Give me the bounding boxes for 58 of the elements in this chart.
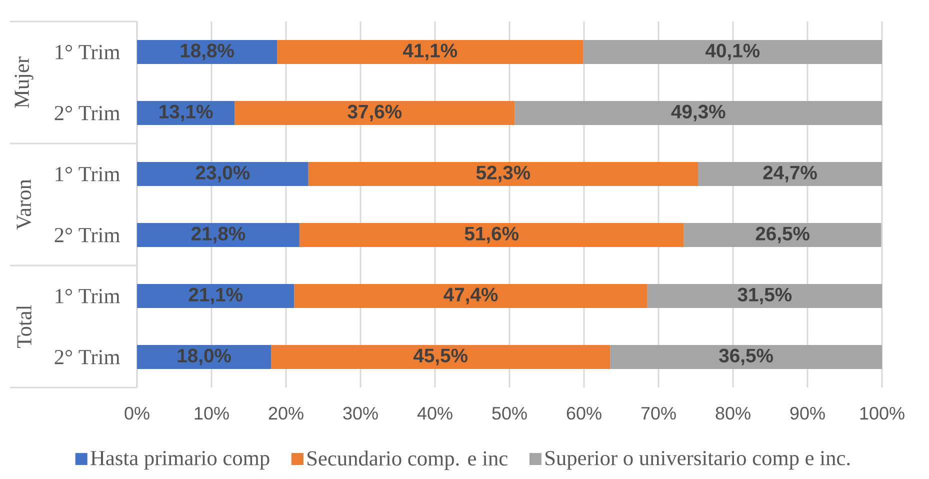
data-label: 40,1% (706, 44, 760, 60)
x-tick-label: 80% (716, 406, 750, 420)
x-tick-label: 40% (417, 406, 452, 420)
bar (684, 223, 882, 248)
x-tick-label: 60% (566, 406, 602, 420)
bar (647, 284, 882, 308)
data-label: 47,4% (444, 288, 498, 304)
bar (137, 345, 272, 370)
x-tick-label: 10% (194, 406, 229, 420)
bar (137, 284, 294, 308)
y-tick-label: 2° Trim (54, 106, 120, 120)
legend-label: Hasta primario comp (90, 450, 270, 470)
data-label: 52,3% (476, 166, 530, 182)
x-tick-label: 90% (790, 406, 825, 420)
x-tick-label: 30% (343, 406, 378, 420)
bar (299, 223, 684, 248)
y-tick-label: 2° Trim (54, 350, 120, 364)
bar (137, 223, 300, 248)
bar (610, 345, 882, 370)
x-tick-label: 20% (268, 406, 304, 420)
data-label: 23,0% (196, 166, 250, 182)
y-tick-label: 1° Trim (56, 166, 120, 182)
data-label: 51,6% (464, 226, 519, 244)
y-tick-label: 1° Trim (56, 288, 120, 304)
data-label: 45,5% (413, 348, 468, 366)
bar (294, 284, 648, 308)
bar (234, 101, 515, 126)
data-label: 26,5% (756, 226, 810, 244)
data-label: 36,5% (719, 348, 773, 366)
bar (308, 162, 698, 186)
text: Mujer (14, 56, 34, 108)
data-label: 41,1% (403, 44, 458, 60)
bar (277, 40, 584, 64)
bar (137, 40, 278, 64)
x-tick-label: 50% (492, 406, 527, 420)
text: Varon (16, 179, 32, 230)
data-label: 18,8% (180, 44, 234, 60)
bar (514, 101, 882, 126)
legend-label: Superior o universitario comp e inc. (546, 450, 850, 470)
text: Total (16, 305, 32, 348)
y-tick-label: 2° Trim (54, 228, 120, 242)
data-label: 24,7% (763, 166, 817, 182)
x-tick-label: 0% (124, 406, 150, 420)
y-tick-label: 1° Trim (56, 44, 120, 60)
data-label: 13,1% (160, 104, 213, 122)
data-label: 18,0% (178, 348, 231, 366)
bar (583, 40, 882, 64)
x-tick-label: 100% (860, 406, 904, 420)
bar (137, 162, 308, 186)
x-tick-label: 70% (641, 406, 676, 420)
data-label: 21,8% (191, 226, 246, 244)
data-label: 31,5% (738, 288, 792, 304)
legend-label: Secundario comp. e inc (308, 450, 508, 470)
data-label: 49,3% (671, 104, 726, 122)
data-label: 21,1% (188, 288, 242, 304)
bar (271, 345, 610, 370)
bar (698, 162, 882, 186)
data-label: 37,6% (348, 104, 402, 122)
